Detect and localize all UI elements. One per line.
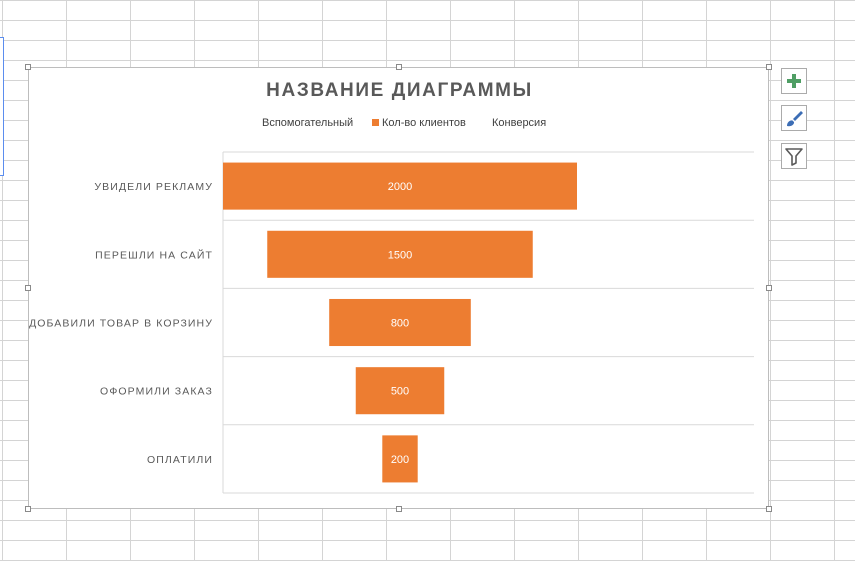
data-label: 2000 — [388, 181, 412, 193]
chart-area[interactable]: НАЗВАНИЕ ДИАГРАММЫ Вспомогательный Кол-в… — [25, 64, 772, 512]
data-label: 800 — [391, 318, 409, 330]
resize-handle-top-right[interactable] — [766, 64, 772, 70]
category-label: УВИДЕЛИ РЕКЛАМУ — [94, 181, 213, 193]
resize-handle-top[interactable] — [396, 64, 402, 70]
legend-label-auxiliary: Вспомогательный — [262, 117, 354, 129]
plot-area[interactable]: УВИДЕЛИ РЕКЛАМУ 2000 ПЕРЕШЛИ НА САЙТ 1500 ДО… — [29, 68, 770, 510]
resize-handle-bottom-right[interactable] — [766, 506, 772, 512]
resize-handle-left[interactable] — [25, 285, 31, 291]
chart-filters-button[interactable] — [781, 143, 807, 169]
data-label: 200 — [391, 454, 409, 466]
chart-legend[interactable]: Вспомогательный Кол-во клиентов Конверси… — [29, 117, 770, 133]
chart-elements-button[interactable] — [781, 68, 807, 94]
category-label: ОПЛАТИЛИ — [147, 454, 213, 466]
data-label: 1500 — [388, 249, 412, 261]
column-selection-marker — [0, 37, 4, 176]
brush-icon — [787, 111, 803, 127]
legend-entry-auxiliary[interactable]: Вспомогательный — [262, 117, 353, 129]
data-label: 500 — [391, 386, 409, 398]
category-label: ОФОРМИЛИ ЗАКАЗ — [100, 386, 213, 398]
legend-label-conversion: Конверсия — [492, 117, 547, 129]
chart-title[interactable]: НАЗВАНИЕ ДИАГРАММЫ — [266, 80, 533, 101]
resize-handle-bottom[interactable] — [396, 506, 402, 512]
bar-clients — [382, 435, 418, 483]
resize-handle-right[interactable] — [766, 285, 772, 291]
bar-clients — [267, 230, 533, 278]
resize-handle-bottom-left[interactable] — [25, 506, 31, 512]
bar-clients — [355, 367, 445, 415]
resize-handle-top-left[interactable] — [25, 64, 31, 70]
legend-entry-conversion[interactable]: Конверсия — [492, 117, 546, 129]
legend-swatch-clients — [372, 119, 379, 126]
legend-entry-clients[interactable]: Кол-во клиентов — [372, 117, 466, 129]
category-label: ДОБАВИЛИ ТОВАР В КОРЗИНУ — [29, 318, 213, 330]
chart-styles-button[interactable] — [781, 105, 807, 131]
legend-label-clients: Кол-во клиентов — [382, 117, 466, 129]
category-label: ПЕРЕШЛИ НА САЙТ — [95, 248, 213, 261]
plus-icon — [787, 74, 801, 88]
bar-clients — [223, 162, 577, 210]
filter-icon — [785, 148, 803, 166]
bar-clients — [329, 298, 471, 347]
